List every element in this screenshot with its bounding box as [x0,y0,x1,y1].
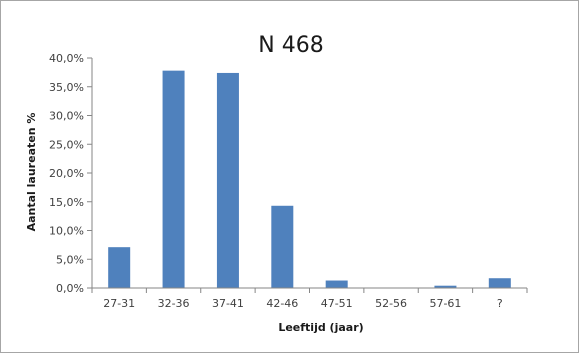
bar [488,278,511,288]
bar [108,247,131,288]
y-tick-label: 35,0% [49,81,84,94]
bar [271,205,294,288]
y-tick-label: 20,0% [49,167,84,180]
y-tick-label: 5,0% [56,253,84,266]
x-axis-title: Leeftijd (jaar) [278,321,363,334]
x-tick-label: 42-46 [266,297,298,310]
x-tick-label: ? [497,297,503,310]
bar [325,280,348,288]
y-axis-ticks: 0,0% 5,0% 10,0% 15,0% 20,0% 25,0% 30,0% 35,0% 40… [49,52,92,295]
chart-title: N 468 [258,33,323,58]
x-tick-label: 37-41 [212,297,244,310]
bar [162,70,185,289]
x-axis-ticks: 27-31 32-36 37-41 42-46 47-51 52-56 57-61? [91,288,528,310]
x-tick-label: 57-61 [429,297,461,310]
y-tick-label: 25,0% [49,138,84,151]
y-tick-label: 15,0% [49,196,84,209]
x-tick-label: 32-36 [158,297,190,310]
bar [434,285,457,288]
y-tick-label: 40,0% [49,52,84,65]
bars [108,70,511,289]
y-tick-label: 10,0% [49,225,84,238]
y-axis-title: Aantal laureaten % [25,113,38,232]
y-tick-label: 0,0% [56,282,84,295]
x-tick-label: 47-51 [321,297,353,310]
x-tick-label: 52-56 [375,297,407,310]
x-tick-label: 27-31 [103,297,135,310]
bar [216,72,239,288]
y-tick-label: 30,0% [49,110,84,123]
